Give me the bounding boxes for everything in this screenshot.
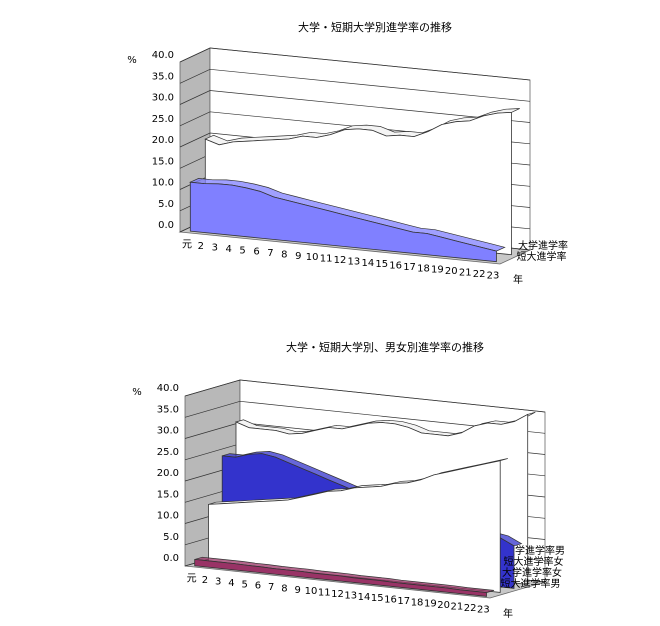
x-tick-label: 20 — [437, 600, 450, 611]
y-tick-label: 40.0 — [152, 50, 174, 61]
x-tick-label: 8 — [281, 249, 287, 260]
y-tick-label: 15.0 — [157, 489, 179, 500]
x-tick-label: 2 — [202, 575, 208, 586]
y-tick-label: 15.0 — [152, 156, 174, 167]
x-tick-label: 15 — [371, 593, 384, 604]
x-tick-label: 8 — [281, 583, 287, 594]
y-tick-label: 30.0 — [157, 426, 179, 437]
area-front — [208, 460, 501, 593]
grid-line — [179, 90, 531, 123]
y-axis-label: % — [127, 55, 137, 66]
x-tick-label: 22 — [464, 603, 477, 614]
x-tick-label: 10 — [305, 586, 318, 597]
area-front — [194, 558, 487, 597]
legend-label: 大学進学率女 — [502, 566, 562, 579]
y-tick-label: 25.0 — [157, 447, 179, 458]
x-tick-label: 5 — [239, 245, 245, 256]
grid-line — [184, 400, 546, 434]
x-tick-label: 17 — [397, 596, 410, 607]
y-tick-label: 35.0 — [152, 71, 174, 82]
x-tick-label: 19 — [431, 265, 444, 276]
legend-label: 大学進学率 — [518, 239, 568, 252]
x-tick-label: 6 — [253, 247, 259, 258]
x-tick-label: 21 — [450, 602, 463, 613]
y-tick-label: 40.0 — [157, 383, 179, 394]
y-tick-label: 25.0 — [152, 114, 174, 125]
legend-label: 短大進学率女 — [504, 555, 564, 568]
x-tick-label: 15 — [375, 259, 388, 270]
grid-line — [184, 379, 546, 413]
x-tick-label: 3 — [215, 576, 221, 587]
legend-label: 短大進学率 — [517, 250, 567, 263]
x-tick-label: 4 — [228, 578, 234, 589]
x-tick-label: 5 — [241, 579, 247, 590]
x-tick-label: 10 — [306, 252, 319, 263]
x-tick-label: 11 — [318, 588, 331, 599]
grid-line — [179, 68, 531, 102]
x-tick-label: 22 — [473, 269, 486, 280]
x-tick-label: 6 — [255, 581, 261, 592]
x-tick-label: 13 — [344, 590, 357, 601]
x-tick-label: 7 — [268, 582, 274, 593]
x-tick-label: 4 — [226, 244, 232, 255]
legend-label: 大学進学率男 — [505, 544, 565, 557]
x-tick-label: 元 — [187, 574, 197, 585]
legend-label: 短大進学率男 — [501, 577, 561, 590]
x-tick-label: 18 — [411, 597, 424, 608]
y-tick-label: 35.0 — [157, 404, 179, 415]
area-front — [189, 181, 497, 263]
x-tick-label: 21 — [459, 268, 472, 279]
y-tick-label: 30.0 — [152, 93, 174, 104]
x-tick-label: 12 — [334, 255, 347, 266]
x-tick-label: 14 — [358, 592, 371, 603]
x-tick-label: 9 — [295, 585, 301, 596]
y-tick-label: 10.0 — [157, 511, 179, 522]
chart-title: 大学・短期大学別進学率の推移 — [298, 20, 452, 34]
x-tick-label: 23 — [487, 270, 500, 281]
grid-line — [179, 47, 531, 81]
x-tick-label: 17 — [403, 262, 416, 273]
x-axis-label: 年 — [503, 607, 513, 620]
x-tick-label: 2 — [198, 241, 204, 252]
x-tick-label: 14 — [361, 258, 374, 269]
x-tick-label: 13 — [348, 256, 361, 267]
x-axis-label: 年 — [513, 273, 523, 286]
x-tick-label: 11 — [320, 254, 333, 265]
y-tick-label: 0.0 — [163, 553, 179, 564]
chart-title: 大学・短期大学別、男女別進学率の推移 — [286, 340, 484, 354]
x-tick-label: 元 — [182, 240, 192, 251]
x-tick-label: 16 — [384, 595, 397, 606]
y-tick-label: 5.0 — [158, 199, 174, 210]
y-tick-label: 10.0 — [152, 178, 174, 189]
x-tick-label: 7 — [267, 248, 273, 259]
x-tick-label: 19 — [424, 599, 437, 610]
x-tick-label: 12 — [331, 589, 344, 600]
x-tick-label: 3 — [212, 242, 218, 253]
x-tick-label: 23 — [477, 604, 490, 615]
x-tick-label: 18 — [417, 263, 430, 274]
y-tick-label: 5.0 — [163, 532, 179, 543]
y-tick-label: 20.0 — [152, 135, 174, 146]
x-tick-label: 16 — [389, 261, 402, 272]
y-tick-label: 0.0 — [158, 220, 174, 231]
x-tick-label: 9 — [295, 251, 301, 262]
y-axis-label: % — [132, 387, 142, 398]
x-tick-label: 20 — [445, 266, 458, 277]
y-tick-label: 20.0 — [157, 468, 179, 479]
